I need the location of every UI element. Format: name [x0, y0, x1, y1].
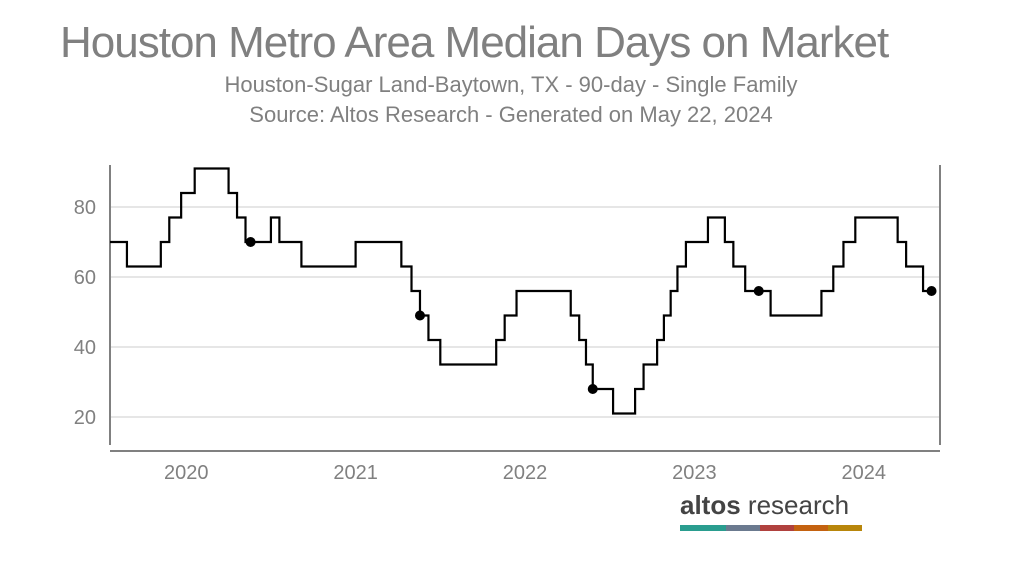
y-tick-label: 60	[74, 267, 96, 289]
brand-name-light: research	[741, 490, 849, 520]
y-tick-label: 20	[74, 407, 96, 429]
brand-text: altos research	[680, 490, 862, 521]
brand-color-segment	[680, 525, 726, 531]
brand-logo: altos research	[680, 490, 862, 531]
y-tick-label: 80	[74, 197, 96, 219]
chart-container: { "title": { "text": "Houston Metro Area…	[0, 0, 1022, 576]
x-tick-label: 2022	[503, 462, 548, 484]
data-marker	[588, 384, 598, 394]
data-line	[110, 169, 932, 414]
data-marker	[754, 286, 764, 296]
brand-color-segment	[760, 525, 794, 531]
brand-color-segment	[794, 525, 828, 531]
y-tick-label: 40	[74, 337, 96, 359]
data-marker	[246, 237, 256, 247]
data-marker	[927, 286, 937, 296]
data-marker	[415, 311, 425, 321]
line-chart: 20 40 60 80 2020 2021 2022 2023 2024	[0, 0, 1022, 576]
x-tick-label: 2020	[164, 462, 209, 484]
brand-color-bar	[680, 525, 862, 531]
x-tick-label: 2021	[333, 462, 378, 484]
brand-color-segment	[726, 525, 760, 531]
x-tick-label: 2024	[842, 462, 887, 484]
brand-name-bold: altos	[680, 490, 741, 520]
brand-color-segment	[828, 525, 862, 531]
x-tick-label: 2023	[672, 462, 717, 484]
